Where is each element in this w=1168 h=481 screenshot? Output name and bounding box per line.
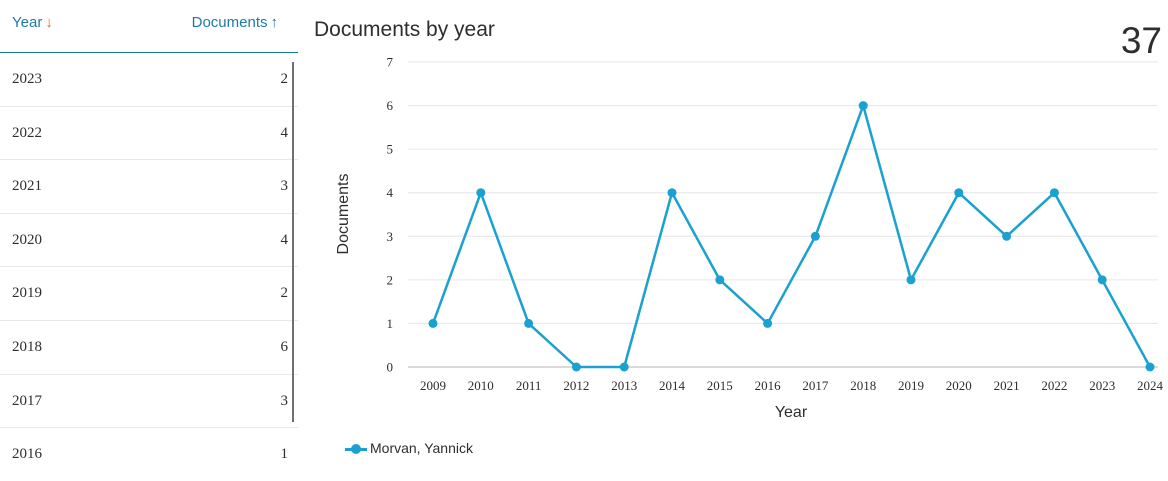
data-point <box>1002 231 1012 241</box>
table-row: 2023 2 <box>0 53 298 107</box>
data-point <box>619 362 629 372</box>
x-tick-label: 2022 <box>1041 378 1067 393</box>
table-row: 2017 3 <box>0 375 298 429</box>
documents-cell: 2 <box>280 71 289 87</box>
y-tick-label: 4 <box>387 185 394 200</box>
data-point <box>810 231 820 241</box>
documents-cell: 1 <box>280 446 289 463</box>
x-tick-label: 2011 <box>516 378 542 393</box>
x-tick-label: 2014 <box>659 378 686 393</box>
x-tick-label: 2023 <box>1089 378 1115 393</box>
table-scrollbar[interactable] <box>292 62 294 422</box>
data-point <box>524 318 534 328</box>
x-tick-label: 2012 <box>563 378 589 393</box>
data-point <box>954 188 964 198</box>
series-line <box>431 104 1152 369</box>
documents-cell: 3 <box>280 178 289 195</box>
year-cell: 2023 <box>12 71 42 87</box>
year-cell: 2017 <box>12 392 42 409</box>
x-tick-label: 2018 <box>850 378 876 393</box>
data-point <box>858 101 868 111</box>
data-point <box>667 188 677 198</box>
documents-line-chart: 0 1 2 3 4 5 6 7 2009 2010 2011 2012 2013 2014 2015 2016… <box>335 55 1164 422</box>
data-point <box>1145 362 1155 372</box>
x-tick-label: 2017 <box>802 378 829 393</box>
year-cell: 2020 <box>12 231 42 248</box>
y-tick-label: 1 <box>387 316 394 331</box>
x-tick-label: 2020 <box>946 378 972 393</box>
documents-cell: 6 <box>280 338 289 355</box>
y-tick-label: 0 <box>387 360 394 375</box>
documents-cell: 3 <box>280 392 289 409</box>
y-tick-label: 5 <box>387 142 394 157</box>
data-point <box>476 188 486 198</box>
year-cell: 2019 <box>12 285 42 302</box>
year-cell: 2022 <box>12 124 42 141</box>
data-point <box>763 318 773 328</box>
documents-header-label: Documents <box>191 14 268 31</box>
chart-legend[interactable]: Morvan, Yannick <box>345 440 473 456</box>
year-sort-header[interactable]: Year ↓ <box>12 14 53 31</box>
table-row: 2021 3 <box>0 160 298 214</box>
data-point <box>715 275 725 285</box>
documents-cell: 4 <box>280 124 289 141</box>
legend-series-name: Morvan, Yannick <box>370 440 473 456</box>
year-cell: 2018 <box>12 338 42 355</box>
total-documents-count: 37 <box>1120 20 1162 61</box>
x-axis-label: Year <box>775 404 808 421</box>
x-tick-label: 2013 <box>611 378 637 393</box>
sort-down-arrow-icon: ↓ <box>45 14 53 31</box>
legend-swatch <box>345 444 367 455</box>
data-point <box>428 318 438 328</box>
chart-title: Documents by year <box>314 18 495 41</box>
data-point <box>571 362 581 372</box>
x-tick-label: 2019 <box>898 378 924 393</box>
year-header-label: Year <box>12 14 43 31</box>
y-tick-label: 2 <box>387 272 394 287</box>
y-tick-label: 7 <box>387 55 394 70</box>
x-tick-label: 2015 <box>707 378 733 393</box>
documents-cell: 2 <box>280 285 289 302</box>
documents-sort-header[interactable]: Documents ↑ <box>192 14 278 31</box>
table-row: 2020 4 <box>0 214 298 268</box>
y-axis-label: Documents <box>335 174 352 255</box>
x-tick-label: 2016 <box>755 378 782 393</box>
documents-cell: 4 <box>280 231 289 248</box>
x-tick-label: 2021 <box>994 378 1020 393</box>
table-row: 2022 4 <box>0 107 298 161</box>
x-tick-label: 2010 <box>468 378 494 393</box>
y-tick-label: 3 <box>387 229 394 244</box>
x-tick-label: 2009 <box>420 378 446 393</box>
data-point <box>1097 275 1107 285</box>
table-header: Year ↓ Documents ↑ <box>0 0 298 53</box>
data-point <box>906 275 916 285</box>
x-tick-label: 2024 <box>1137 378 1164 393</box>
year-cell: 2021 <box>12 178 42 195</box>
y-tick-label: 6 <box>387 98 394 113</box>
data-point <box>1049 188 1059 198</box>
sort-up-arrow-icon: ↑ <box>270 14 279 31</box>
table-row: 2019 2 <box>0 267 298 321</box>
table-row: 2018 6 <box>0 321 298 375</box>
